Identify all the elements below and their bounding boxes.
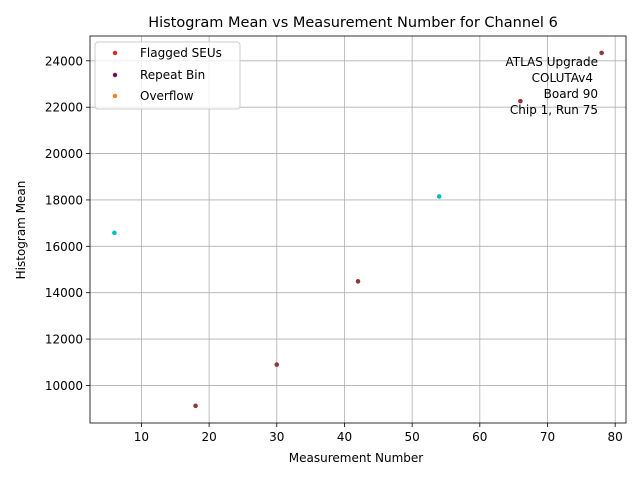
- x-tick-label: 80: [608, 430, 623, 444]
- annotation-line: Board 90: [544, 87, 598, 101]
- data-point: [274, 362, 280, 367]
- data-point: [355, 279, 361, 284]
- x-tick-label: 30: [269, 430, 284, 444]
- data-points: [112, 50, 604, 409]
- data-point: [112, 230, 117, 236]
- y-tick-label: 12000: [45, 333, 83, 347]
- data-point: [436, 194, 442, 199]
- annotation-line: COLUTAv4: [532, 71, 593, 85]
- y-tick-label: 16000: [45, 240, 83, 254]
- annotation: ATLAS Upgrade COLUTAv4 Board 90 Chip 1, …: [505, 55, 598, 117]
- x-axis-label: Measurement Number: [289, 451, 423, 465]
- x-tick-label: 70: [540, 430, 555, 444]
- chart-title: Histogram Mean vs Measurement Number for…: [148, 15, 558, 31]
- legend-label-overflow: Overflow: [140, 89, 194, 103]
- legend: Flagged SEUs Repeat Bin Overflow: [94, 41, 241, 110]
- y-tick-label: 14000: [45, 286, 83, 300]
- y-axis-label: Histogram Mean: [14, 181, 28, 280]
- x-tick-label: 50: [405, 430, 420, 444]
- legend-label-flagged-seus: Flagged SEUs: [140, 46, 222, 60]
- x-tick-label: 60: [472, 430, 487, 444]
- x-tick-label: 20: [201, 430, 216, 444]
- y-tick-label: 24000: [45, 54, 83, 68]
- data-point: [518, 98, 523, 104]
- legend-marker-repeat-bin: [112, 72, 118, 78]
- y-tick-label: 18000: [45, 193, 83, 207]
- x-axis-ticks: 10 20 30 40 50 60 70 80: [134, 423, 623, 444]
- y-axis-ticks: 10000 12000 14000 16000 18000 20000 22000 24000: [45, 54, 90, 393]
- legend-label-repeat-bin: Repeat Bin: [140, 68, 205, 82]
- grid: [90, 36, 626, 423]
- y-tick-label: 22000: [45, 101, 83, 115]
- x-tick-label: 40: [337, 430, 352, 444]
- legend-marker-flagged-seus: [112, 50, 118, 56]
- plot-frame: [89, 35, 627, 424]
- annotation-line: ATLAS Upgrade: [505, 55, 598, 69]
- legend-box: [94, 41, 241, 110]
- data-point: [599, 50, 604, 56]
- y-tick-label: 10000: [45, 379, 83, 393]
- annotation-line: Chip 1, Run 75: [510, 103, 598, 117]
- x-tick-label: 10: [134, 430, 149, 444]
- y-tick-label: 20000: [45, 147, 83, 161]
- legend-marker-overflow: [112, 93, 118, 99]
- data-point: [193, 403, 198, 409]
